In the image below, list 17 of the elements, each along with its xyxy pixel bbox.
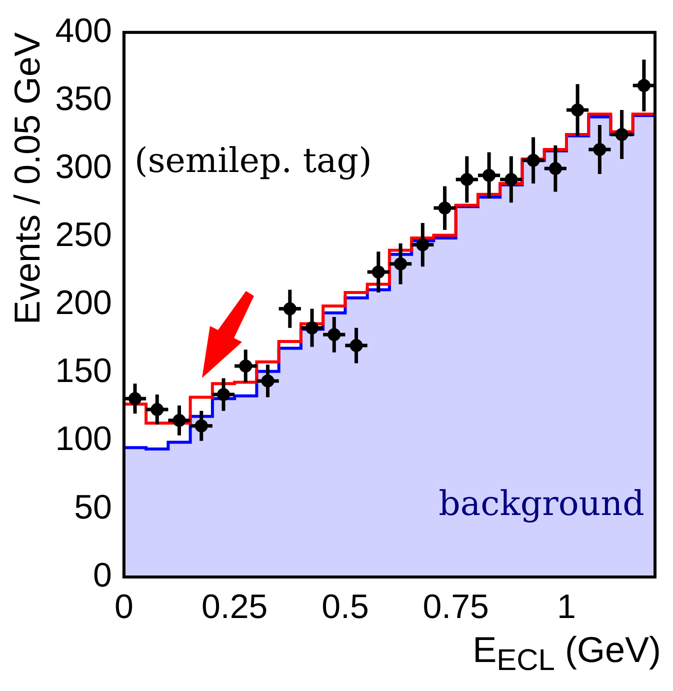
y-tick-label: 150 xyxy=(55,352,112,390)
annotation: (semilep. tag) xyxy=(134,140,372,181)
y-tick-label: 100 xyxy=(55,420,112,458)
y-tick-label: 250 xyxy=(55,216,112,254)
y-tick-label: 200 xyxy=(55,284,112,322)
x-tick-label: 0.25 xyxy=(201,588,268,626)
y-axis-title: Events / 0.05 GeV xyxy=(6,32,48,325)
x-tick-label: 0.75 xyxy=(422,588,489,626)
annotation: background xyxy=(438,484,644,524)
y-tick-label: 400 xyxy=(55,12,112,50)
y-tick-label: 0 xyxy=(93,556,112,594)
x-tick-label: 1 xyxy=(557,588,576,626)
x-axis-title: E$_{ECL}$ (GeV) xyxy=(472,628,661,679)
y-tick-label: 50 xyxy=(74,488,112,526)
y-tick-label: 350 xyxy=(55,80,112,118)
y-tick-label: 300 xyxy=(55,148,112,186)
x-tick-label: 0.5 xyxy=(322,588,369,626)
